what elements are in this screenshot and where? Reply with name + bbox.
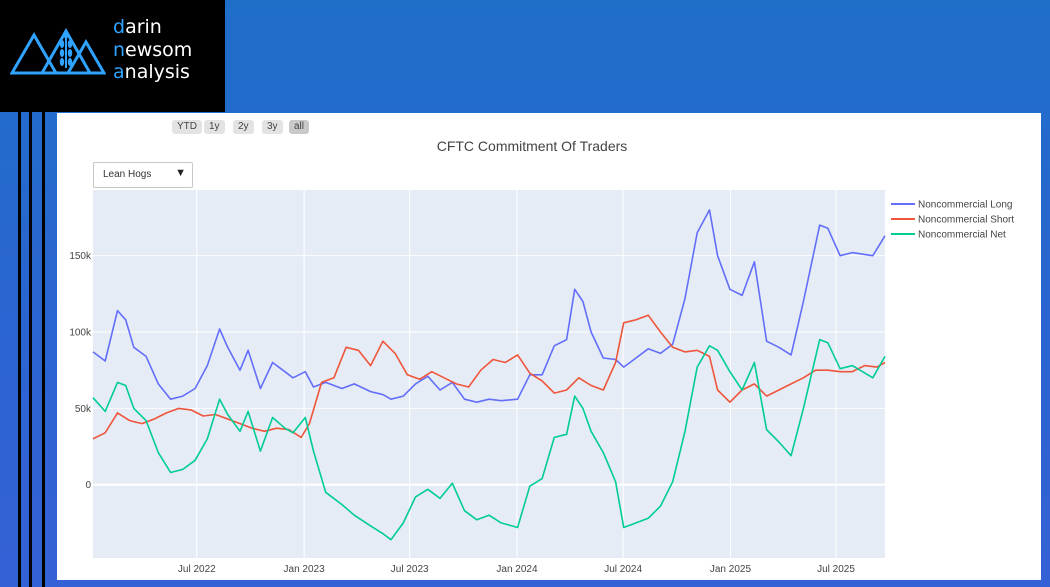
legend: Noncommercial Long Noncommercial Short Non… xyxy=(891,200,1014,241)
series-line-0 xyxy=(92,209,886,403)
x-tick-label: Jan 2023 xyxy=(284,564,326,575)
range-button-3y[interactable]: 3y xyxy=(262,120,283,134)
axes: Jul 2022 Jan 2023 Jul 2023 Jan 2024 Jul 2024… xyxy=(69,251,855,575)
range-button-2y[interactable]: 2y xyxy=(233,120,254,134)
x-tick-label: Jul 2023 xyxy=(391,564,429,575)
legend-entry[interactable]: Noncommercial Short xyxy=(918,215,1014,226)
x-tick-label: Jul 2024 xyxy=(604,564,642,575)
legend-entry[interactable]: Noncommercial Long xyxy=(918,200,1013,211)
x-tick-label: Jul 2025 xyxy=(817,564,855,575)
range-button-ytd[interactable]: YTD xyxy=(172,120,202,134)
x-tick-label: Jan 2025 xyxy=(710,564,752,575)
chart-title: CFTC Commitment Of Traders xyxy=(436,138,628,154)
decor-strip xyxy=(29,112,32,587)
x-tick-label: Jul 2022 xyxy=(178,564,216,575)
decor-strip xyxy=(42,112,45,587)
range-button-all[interactable]: all xyxy=(289,120,310,134)
chart-panel: YTD 1y 2y 3y all CFTC Commitment Of Trad… xyxy=(57,113,1041,580)
logo-word: ewsom xyxy=(125,38,193,61)
y-tick-label: 150k xyxy=(69,251,92,262)
y-tick-label: 50k xyxy=(75,404,92,415)
series-group xyxy=(92,209,886,541)
range-button-1y[interactable]: 1y xyxy=(204,120,225,134)
series-line-2 xyxy=(92,338,886,541)
logo-word: nalysis xyxy=(124,61,190,83)
x-tick-label: Jan 2024 xyxy=(496,564,538,575)
dropdown-value: Lean Hogs xyxy=(103,169,152,180)
logo: darin newsom analysis xyxy=(0,0,225,112)
logo-letter: a xyxy=(113,61,125,83)
y-tick-label: 100k xyxy=(69,328,92,339)
commodity-dropdown[interactable]: Lean Hogs ▼ xyxy=(93,162,193,188)
logo-letter: d xyxy=(113,16,126,38)
plot-area xyxy=(93,190,885,558)
y-tick-label: 0 xyxy=(85,480,91,491)
line-chart: Jul 2022 Jan 2023 Jul 2023 Jan 2024 Jul 2024… xyxy=(69,190,1014,575)
series-line-1 xyxy=(92,314,886,440)
decor-strip xyxy=(18,112,21,587)
legend-entry[interactable]: Noncommercial Net xyxy=(918,230,1006,241)
logo-letter: n xyxy=(113,38,126,61)
triangle-down-icon: ▼ xyxy=(175,167,186,179)
logo-wordmark: darin newsom analysis xyxy=(113,16,192,84)
logo-word: arin xyxy=(125,16,162,38)
mountain-wheat-logo-icon xyxy=(10,27,106,75)
